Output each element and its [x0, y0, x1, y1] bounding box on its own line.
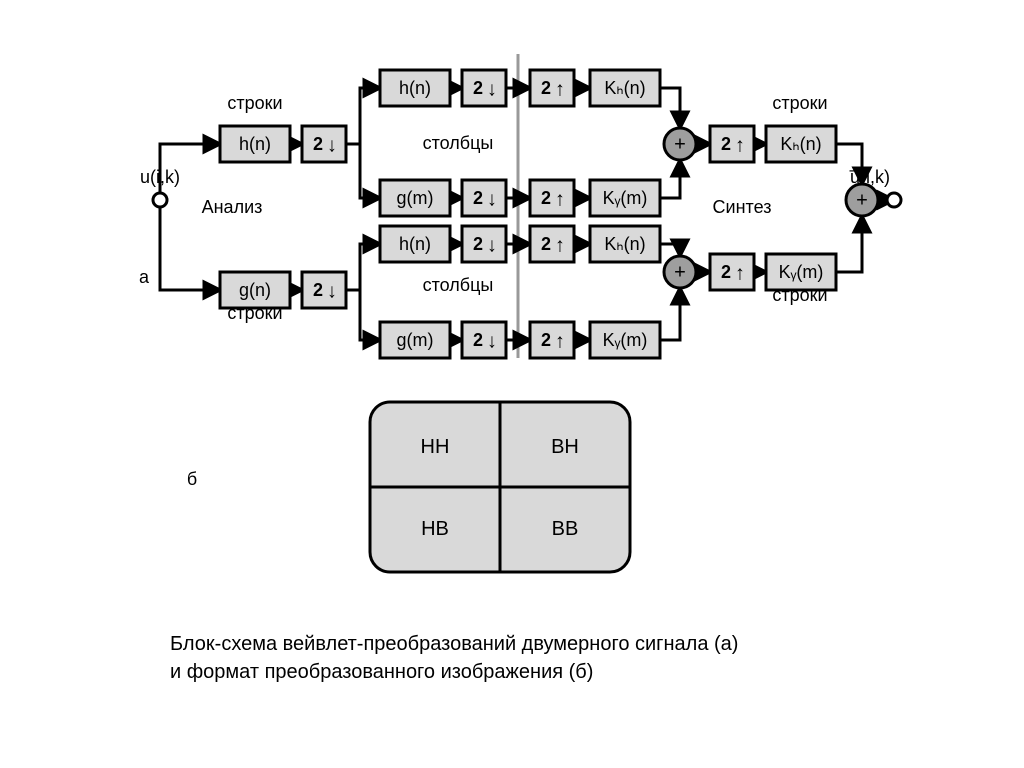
svg-text:↑: ↑	[555, 330, 565, 352]
u2GL	[530, 180, 574, 216]
caption-line: Блок-схема вейвлет-преобразований двумер…	[170, 633, 738, 655]
gBL-label: g(m)	[397, 330, 434, 350]
svg-text:↓: ↓	[327, 134, 337, 156]
caption-line: и формат преобразованного изображения (б…	[170, 661, 593, 683]
u2TL	[530, 70, 574, 106]
gTL-label: g(m)	[397, 188, 434, 208]
d2L2	[302, 272, 346, 308]
d2L1	[302, 126, 346, 162]
edge	[660, 88, 680, 128]
quad-br: ВВ	[552, 518, 579, 540]
hBL-label: h(n)	[399, 234, 431, 254]
svg-text:2: 2	[541, 188, 551, 208]
svg-text:↑: ↑	[555, 234, 565, 256]
svg-text:2: 2	[473, 188, 483, 208]
label-rows: строки	[772, 285, 827, 305]
KhR-label: Kₕ(n)	[780, 134, 821, 154]
svg-text:2: 2	[721, 134, 731, 154]
svg-text:2: 2	[473, 234, 483, 254]
svg-text:2: 2	[541, 78, 551, 98]
hTL-label: h(n)	[399, 78, 431, 98]
svg-text:+: +	[674, 133, 686, 155]
KhBL-label: Kₕ(n)	[604, 234, 645, 254]
d2TL	[462, 70, 506, 106]
gL-label: g(n)	[239, 280, 271, 300]
edge	[346, 144, 380, 198]
u2R1	[710, 126, 754, 162]
svg-text:u(i,k): u(i,k)	[140, 167, 180, 187]
in	[153, 193, 167, 207]
wavelet-diagram: u(i,k)u̅(i,k)h(n)2↓g(n)2↓h(n)2↓g(m)2↓h(n…	[0, 0, 1024, 768]
svg-text:2: 2	[721, 262, 731, 282]
u2GB	[530, 322, 574, 358]
edge	[660, 244, 680, 256]
svg-text:↑: ↑	[735, 262, 745, 284]
out-ring	[887, 193, 901, 207]
label-synthesis: Синтез	[713, 197, 772, 217]
KhTL-label: Kₕ(n)	[604, 78, 645, 98]
svg-text:2: 2	[473, 330, 483, 350]
quad-tr: ВН	[551, 436, 579, 458]
svg-text:2: 2	[313, 280, 323, 300]
svg-text:↑: ↑	[555, 188, 565, 210]
hL-label: h(n)	[239, 134, 271, 154]
edge	[660, 160, 680, 198]
edge	[346, 88, 380, 144]
label-rows: строки	[227, 93, 282, 113]
svg-text:↓: ↓	[327, 280, 337, 302]
quad-tl: НН	[421, 436, 450, 458]
d2GB	[462, 322, 506, 358]
svg-text:+: +	[674, 261, 686, 283]
svg-text:↓: ↓	[487, 188, 497, 210]
label-a: а	[139, 267, 150, 287]
label-rows: строки	[772, 93, 827, 113]
edge	[660, 288, 680, 340]
svg-text:↑: ↑	[735, 134, 745, 156]
label-cols: столбцы	[423, 133, 494, 153]
edge	[346, 290, 380, 340]
svg-text:2: 2	[541, 234, 551, 254]
quad-bl: НВ	[421, 518, 449, 540]
label-rows: строки	[227, 303, 282, 323]
edge	[346, 244, 380, 290]
svg-text:+: +	[856, 189, 868, 211]
d2GL	[462, 180, 506, 216]
label-analysis: Анализ	[202, 197, 263, 217]
u2BL	[530, 226, 574, 262]
svg-text:2: 2	[313, 134, 323, 154]
KgR-label: Kᵧ(m)	[779, 262, 824, 282]
edge	[836, 216, 862, 272]
d2BL	[462, 226, 506, 262]
u2R2	[710, 254, 754, 290]
KgBL-label: Kᵧ(m)	[603, 330, 648, 350]
label-cols: столбцы	[423, 275, 494, 295]
svg-text:u̅(i,k): u̅(i,k)	[849, 167, 890, 187]
KgTL-label: Kᵧ(m)	[603, 188, 648, 208]
svg-text:2: 2	[541, 330, 551, 350]
svg-text:2: 2	[473, 78, 483, 98]
svg-text:↓: ↓	[487, 330, 497, 352]
svg-text:↓: ↓	[487, 234, 497, 256]
label-b: б	[187, 469, 197, 489]
svg-text:↑: ↑	[555, 78, 565, 100]
svg-text:↓: ↓	[487, 78, 497, 100]
